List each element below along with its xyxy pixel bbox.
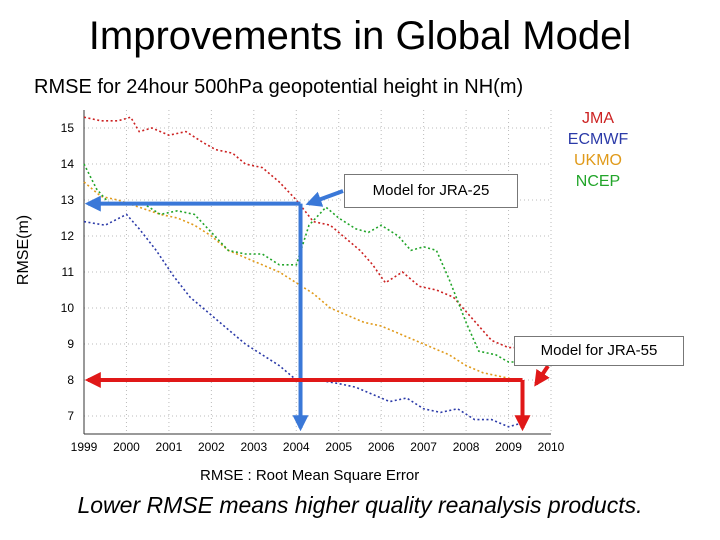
legend-item-ecmwf: ECMWF xyxy=(567,131,629,148)
x-tick-labels: 1999 2000 2001 2002 2003 2004 2005 2006 2007 2008… xyxy=(71,440,565,454)
tagline: Lower RMSE means higher quality reanalys… xyxy=(77,492,643,518)
x-tick-label: 2005 xyxy=(325,440,352,454)
x-tick-label: 2002 xyxy=(198,440,225,454)
chart-subtitle: RMSE for 24hour 500hPa geopotential heig… xyxy=(34,76,524,98)
y-tick-label: 12 xyxy=(61,229,75,243)
y-tick-label: 15 xyxy=(61,121,75,135)
legend-item-ncep: NCEP xyxy=(575,173,621,190)
series-line-jma xyxy=(83,116,522,349)
y-tick-label: 7 xyxy=(67,409,74,423)
y-tick-labels: 7 8 9 10 11 12 13 14 15 xyxy=(61,121,75,423)
y-tick-label: 13 xyxy=(61,193,75,207)
x-tick-label: 1999 xyxy=(71,440,98,454)
x-tick-label: 2001 xyxy=(156,440,183,454)
model-markers xyxy=(84,189,550,432)
x-tick-label: 2008 xyxy=(453,440,480,454)
jra25-callout-arrow xyxy=(305,189,344,207)
x-tick-label: 2009 xyxy=(495,440,522,454)
y-tick-label: 9 xyxy=(67,337,74,351)
x-tick-label: 2010 xyxy=(538,440,565,454)
x-tick-label: 2004 xyxy=(283,440,310,454)
y-tick-label: 14 xyxy=(61,157,75,171)
x-tick-label: 2007 xyxy=(410,440,437,454)
x-tick-label: 2006 xyxy=(368,440,395,454)
series-line-ncep xyxy=(83,163,522,363)
slide-title: Improvements in Global Model xyxy=(88,14,632,58)
y-tick-label: 10 xyxy=(61,301,75,315)
x-tick-label: 2000 xyxy=(113,440,140,454)
series-lines xyxy=(83,116,522,428)
legend: JMA ECMWF UKMO NCEP xyxy=(548,108,648,192)
jra25-callout: Model for JRA-25 xyxy=(344,174,518,208)
chart-grid xyxy=(83,110,552,434)
y-tick-label: 11 xyxy=(62,265,75,279)
series-line-ukmo xyxy=(83,181,518,381)
jra55-callout: Model for JRA-55 xyxy=(514,336,684,366)
y-tick-label: 8 xyxy=(67,373,74,387)
footnote: RMSE : Root Mean Square Error xyxy=(200,467,420,484)
x-tick-label: 2003 xyxy=(240,440,267,454)
legend-item-ukmo: UKMO xyxy=(574,152,622,169)
legend-item-jma: JMA xyxy=(582,110,614,127)
jra55-callout-arrow xyxy=(534,364,550,387)
series-line-ecmwf xyxy=(83,213,522,428)
